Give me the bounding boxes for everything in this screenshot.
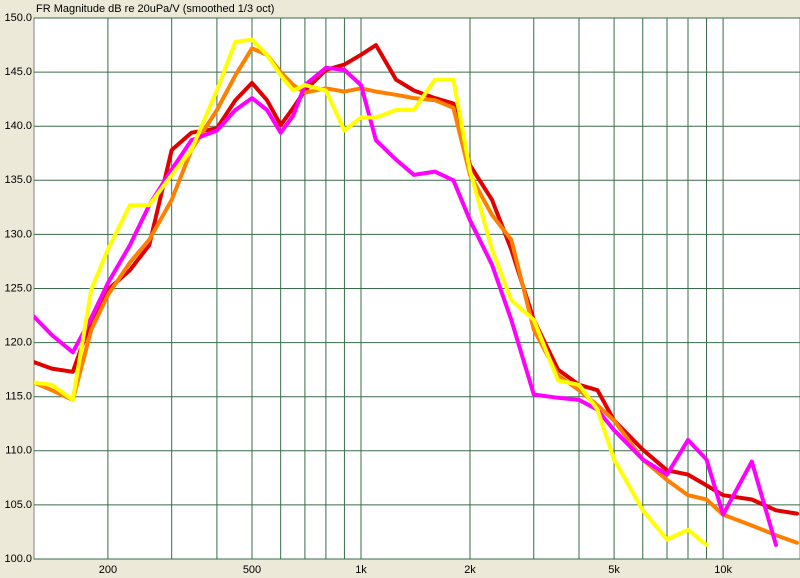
- series-line: [34, 43, 799, 516]
- y-tick-label: 100.0: [4, 553, 32, 565]
- y-tick-label: 150.0: [4, 12, 32, 24]
- x-tick-label: 10k: [714, 564, 732, 576]
- y-tick-label: 130.0: [4, 228, 32, 240]
- x-tick-label: 1k: [355, 564, 367, 576]
- series-line: [34, 46, 799, 545]
- series-line: [34, 37, 709, 547]
- x-tick-label: 200: [99, 564, 117, 576]
- x-tick-label: 500: [243, 564, 261, 576]
- y-tick-label: 115.0: [5, 391, 32, 403]
- x-tick-label: 5k: [608, 564, 620, 576]
- y-tick-label: 110.0: [5, 445, 32, 457]
- y-tick-label: 145.0: [4, 66, 32, 78]
- y-tick-label: 125.0: [4, 282, 32, 294]
- x-tick-label: 2k: [464, 564, 476, 576]
- chart-title: FR Magnitude dB re 20uPa/V (smoothed 1/3…: [36, 3, 274, 15]
- y-tick-label: 135.0: [4, 174, 32, 186]
- y-tick-label: 120.0: [4, 337, 32, 349]
- y-tick-label: 140.0: [4, 120, 32, 132]
- y-tick-label: 105.0: [4, 499, 32, 511]
